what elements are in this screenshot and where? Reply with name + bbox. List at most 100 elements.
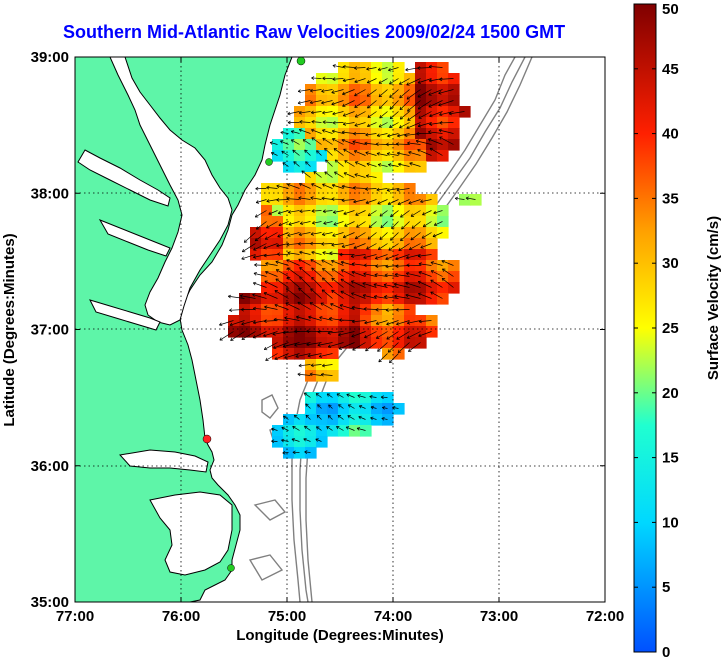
velocity-arrowhead <box>353 201 357 204</box>
velocity-arrow <box>365 133 377 136</box>
velocity-arrowhead <box>429 80 433 83</box>
velocity-cell <box>404 249 416 261</box>
velocity-arrow <box>271 152 278 156</box>
velocity-cell <box>437 282 449 294</box>
velocity-arrow <box>396 143 410 145</box>
velocity-arrowhead <box>298 129 302 133</box>
velocity-cell <box>250 315 262 327</box>
velocity-arrowhead <box>298 110 302 114</box>
velocity-arrowhead <box>365 175 369 178</box>
colorbar-tick-label: 50 <box>662 1 679 18</box>
velocity-arrowhead <box>265 271 268 275</box>
velocity-cell <box>415 293 427 305</box>
velocity-arrowhead <box>311 121 315 124</box>
velocity-cell <box>272 271 284 283</box>
velocity-arrowhead <box>310 90 314 93</box>
velocity-arrowhead <box>347 404 350 408</box>
velocity-arrowhead <box>253 322 257 325</box>
velocity-arrow <box>294 342 311 346</box>
velocity-arrowhead <box>317 343 321 346</box>
velocity-arrowhead <box>288 224 292 226</box>
velocity-arrowhead <box>418 271 422 273</box>
velocity-arrow <box>418 254 432 257</box>
velocity-arrowhead <box>281 427 284 431</box>
velocity-arrowhead <box>351 271 355 275</box>
velocity-arrow <box>366 243 377 250</box>
velocity-arrow <box>333 210 344 213</box>
velocity-arrowhead <box>370 406 374 410</box>
velocity-arrowhead <box>353 150 357 154</box>
velocity-cell <box>272 183 284 195</box>
velocity-arrowhead <box>229 310 233 313</box>
velocity-cell <box>437 95 449 107</box>
velocity-arrow <box>311 77 322 79</box>
velocity-arrow <box>241 320 256 325</box>
velocity-arrowhead <box>396 189 400 192</box>
velocity-cell <box>272 326 284 338</box>
velocity-arrowhead <box>358 405 362 409</box>
velocity-arrow <box>263 243 278 249</box>
velocity-arrowhead <box>430 261 434 263</box>
velocity-cell <box>327 84 339 96</box>
velocity-arrowhead <box>386 190 390 192</box>
velocity-cell <box>349 315 361 327</box>
colorbar-tick-label: 15 <box>662 450 679 467</box>
velocity-cell <box>305 282 317 294</box>
velocity-cell <box>349 304 361 316</box>
velocity-arrow <box>332 138 344 145</box>
velocity-arrowhead <box>374 294 378 297</box>
velocity-cell <box>272 227 284 239</box>
velocity-arrowhead <box>406 272 409 276</box>
velocity-arrow <box>303 392 311 398</box>
velocity-arrow <box>353 187 366 189</box>
velocity-cell <box>327 304 339 316</box>
velocity-arrowhead <box>418 263 422 266</box>
velocity-cell <box>393 227 405 239</box>
velocity-arrow <box>299 267 311 277</box>
velocity-arrow <box>417 67 432 69</box>
velocity-cell <box>349 95 361 107</box>
velocity-arrow <box>398 243 410 251</box>
velocity-arrowhead <box>384 296 387 299</box>
velocity-arrowhead <box>404 133 408 136</box>
velocity-arrowhead <box>455 196 459 199</box>
velocity-cell <box>338 403 350 415</box>
velocity-arrow <box>320 302 333 310</box>
velocity-cell <box>459 106 471 118</box>
velocity-arrow <box>219 331 234 341</box>
velocity-arrowhead <box>320 372 324 375</box>
velocity-cell <box>371 194 383 206</box>
velocity-arrowhead <box>321 259 324 263</box>
velocity-arrowhead <box>331 101 334 105</box>
velocity-arrowhead <box>341 269 344 273</box>
velocity-cell <box>437 150 449 162</box>
velocity-arrowhead <box>430 291 433 295</box>
velocity-arrow <box>328 404 333 409</box>
velocity-cell <box>327 282 339 294</box>
velocity-arrowhead <box>386 336 389 340</box>
velocity-arrowhead <box>274 303 278 306</box>
velocity-arrowhead <box>282 330 286 333</box>
velocity-arrowhead <box>311 209 315 212</box>
velocity-arrow <box>310 100 322 104</box>
velocity-arrowhead <box>266 225 269 229</box>
velocity-arrowhead <box>292 149 295 153</box>
velocity-arrowhead <box>396 321 399 325</box>
velocity-arrowhead <box>398 351 402 353</box>
velocity-arrowhead <box>404 135 408 138</box>
velocity-arrow <box>343 210 355 215</box>
velocity-arrowhead <box>282 452 286 455</box>
velocity-cell <box>382 128 394 140</box>
velocity-cell <box>239 293 251 305</box>
velocity-arrowhead <box>351 293 354 296</box>
velocity-arrowhead <box>264 280 267 284</box>
velocity-arrow <box>441 260 454 266</box>
velocity-arrowhead <box>311 267 315 269</box>
velocity-arrowhead <box>276 185 280 189</box>
velocity-arrow <box>378 243 388 250</box>
velocity-arrowhead <box>407 117 410 121</box>
velocity-cell <box>316 84 328 96</box>
velocity-arrow <box>268 210 278 215</box>
velocity-cell <box>349 227 361 239</box>
